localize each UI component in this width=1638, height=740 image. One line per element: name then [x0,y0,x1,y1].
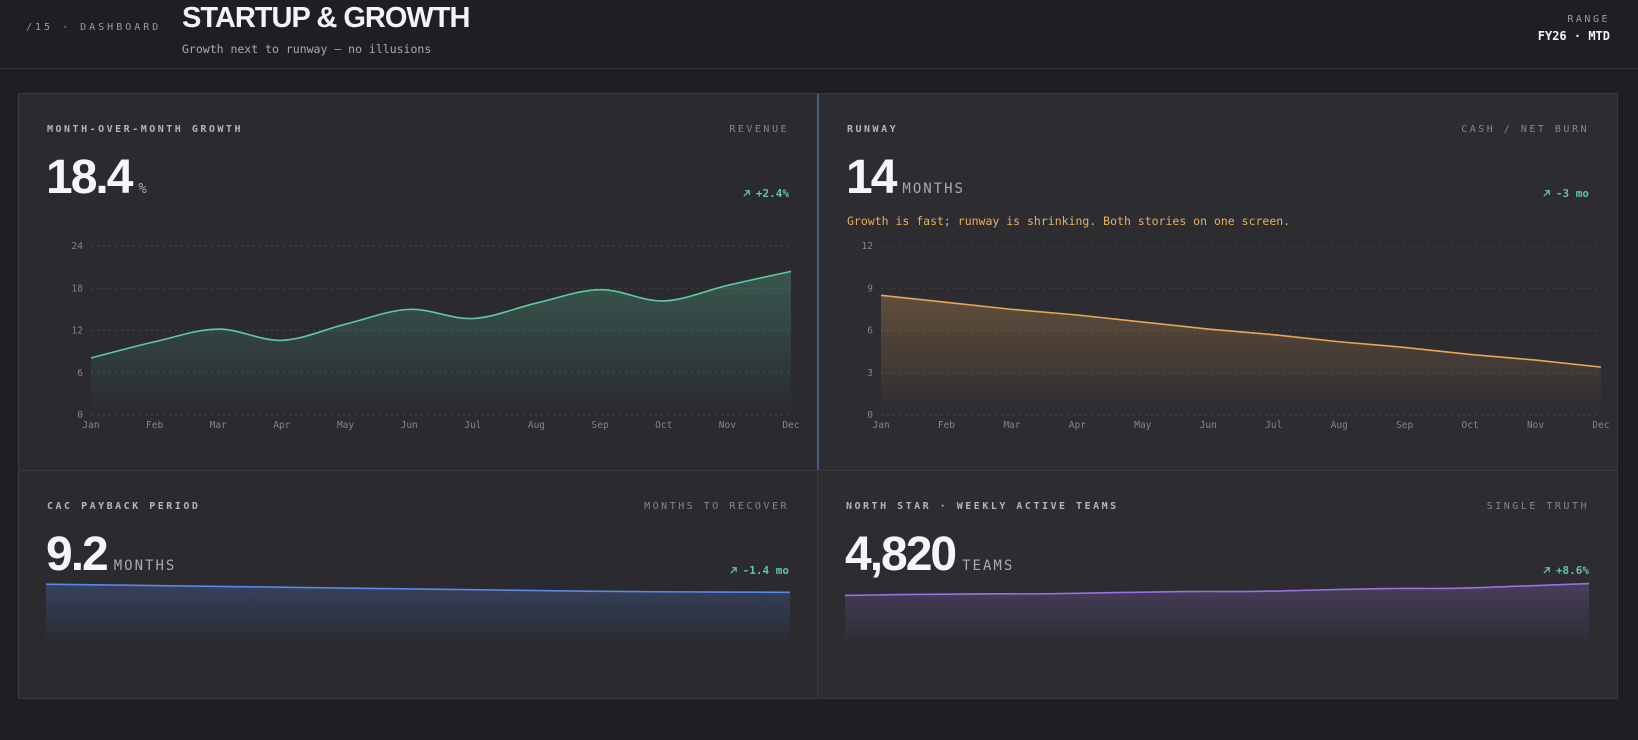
x-tick-label: May [337,420,354,431]
growth-chart: 0 6 12 18 24 Jan Feb Mar Apr May Jun Jul Aug Sep Oct No… [72,241,800,431]
panel-tag: REVENUE [729,124,789,135]
panel-tag: MONTHS TO RECOVER [644,501,789,512]
x-tick-label: Aug [528,420,545,431]
x-tick-label: Jan [82,420,99,431]
x-tick-label: Oct [1462,420,1479,431]
runway-chart: 0 3 6 9 12 Jan Feb Mar Apr May Jun Jul Aug Sep Oct Nov D… [862,241,1610,431]
delta-badge: +2.4% [742,187,789,200]
panel-tag: CASH / NET BURN [1461,124,1589,135]
runway-note: Growth is fast; runway is shrinking. Bot… [847,214,1291,228]
y-tick-label: 12 [72,326,83,337]
y-tick-label: 6 [77,368,83,379]
page-title: STARTUP & GROWTH [182,2,470,34]
kpi-value: 14 [846,151,897,204]
series-area [845,583,1589,646]
range-label: RANGE [1567,14,1610,25]
y-tick-label: 24 [72,241,84,252]
header: /15 · DASHBOARD STARTUP & GROWTH Growth … [0,0,1638,69]
range-selector[interactable]: FY26 · MTD [1537,29,1610,43]
delta-badge: -1.4 mo [729,564,789,577]
delta-badge: +8.6% [1542,564,1589,577]
panel-label: MONTH-OVER-MONTH GROWTH [47,124,243,135]
series-line [844,582,1590,597]
kpi-unit: MONTHS [902,181,965,197]
arrow-up-right-icon [743,190,750,197]
x-tick-label: Jun [1200,420,1217,431]
x-tick-label: Feb [146,420,163,431]
series-area [881,295,1601,415]
x-tick-label: Jul [464,420,481,431]
kpi-unit: TEAMS [962,558,1015,574]
kpi: 4,820 TEAMS [845,527,1014,582]
panel-label: RUNWAY [847,124,899,135]
breadcrumb: /15 · DASHBOARD [26,22,162,33]
kpi-value: 4,820 [845,528,957,581]
series-area [46,584,790,646]
kpi-value: 18.4 [46,151,133,204]
x-tick-label: Jul [1265,420,1282,431]
north-star-panel: NORTH STAR · WEEKLY ACTIVE TEAMS SINGLE … [817,470,1618,699]
delta-value: +2.4% [755,187,789,200]
y-tick-label: 12 [862,241,873,252]
x-tick-label: Oct [655,420,672,431]
x-tick-label: May [1134,420,1151,431]
y-tick-label: 6 [867,326,873,337]
kpi-unit: % [138,181,149,197]
arrow-up-right-icon [1543,190,1550,197]
kpi: 14 MONTHS [846,150,965,205]
page-subtitle: Growth next to runway — no illusions [182,42,432,56]
delta-value: +8.6% [1555,564,1589,577]
cac-panel: CAC PAYBACK PERIOD MONTHS TO RECOVER 9.2… [18,470,818,699]
cac-sparkline [45,583,791,646]
y-tick-label: 0 [867,410,873,421]
delta-value: -3 mo [1555,187,1589,200]
x-tick-label: Dec [1592,420,1609,431]
x-tick-label: Sep [1396,420,1413,431]
arrow-up-right-icon [729,567,737,574]
x-tick-label: Dec [782,420,799,431]
series-line [45,583,791,594]
x-tick-label: Apr [273,420,290,431]
x-tick-label: Aug [1331,420,1348,431]
x-tick-label: Mar [1003,420,1020,431]
kpi: 18.4 % [46,150,149,205]
panel-label: CAC PAYBACK PERIOD [47,501,201,512]
x-tick-label: Jun [401,420,418,431]
y-tick-label: 9 [867,283,873,294]
y-tick-label: 0 [77,410,83,421]
x-tick-label: Apr [1069,420,1086,431]
growth-panel: MONTH-OVER-MONTH GROWTH REVENUE 18.4 % +… [18,93,818,471]
kpi-unit: MONTHS [113,558,177,574]
north-star-sparkline [844,582,1590,646]
x-tick-label: Mar [210,420,227,431]
panel-label: NORTH STAR · WEEKLY ACTIVE TEAMS [846,501,1119,512]
x-tick-label: Nov [719,420,736,431]
series-line [880,294,1602,368]
x-tick-label: Nov [1527,420,1544,431]
series-area [91,271,791,415]
x-tick-label: Feb [938,420,955,431]
delta-badge: -3 mo [1542,187,1589,200]
kpi-value: 9.2 [46,528,109,581]
delta-value: -1.4 mo [742,564,789,577]
series-line [90,270,792,359]
runway-panel: RUNWAY CASH / NET BURN 14 MONTHS -3 mo G… [817,93,1618,471]
y-tick-label: 18 [72,283,84,294]
y-tick-label: 3 [867,368,873,379]
panel-tag: SINGLE TRUTH [1486,501,1589,512]
x-tick-label: Sep [592,420,609,431]
x-tick-label: Jan [872,420,889,431]
arrow-up-right-icon [1543,567,1550,574]
kpi: 9.2 MONTHS [46,527,176,582]
